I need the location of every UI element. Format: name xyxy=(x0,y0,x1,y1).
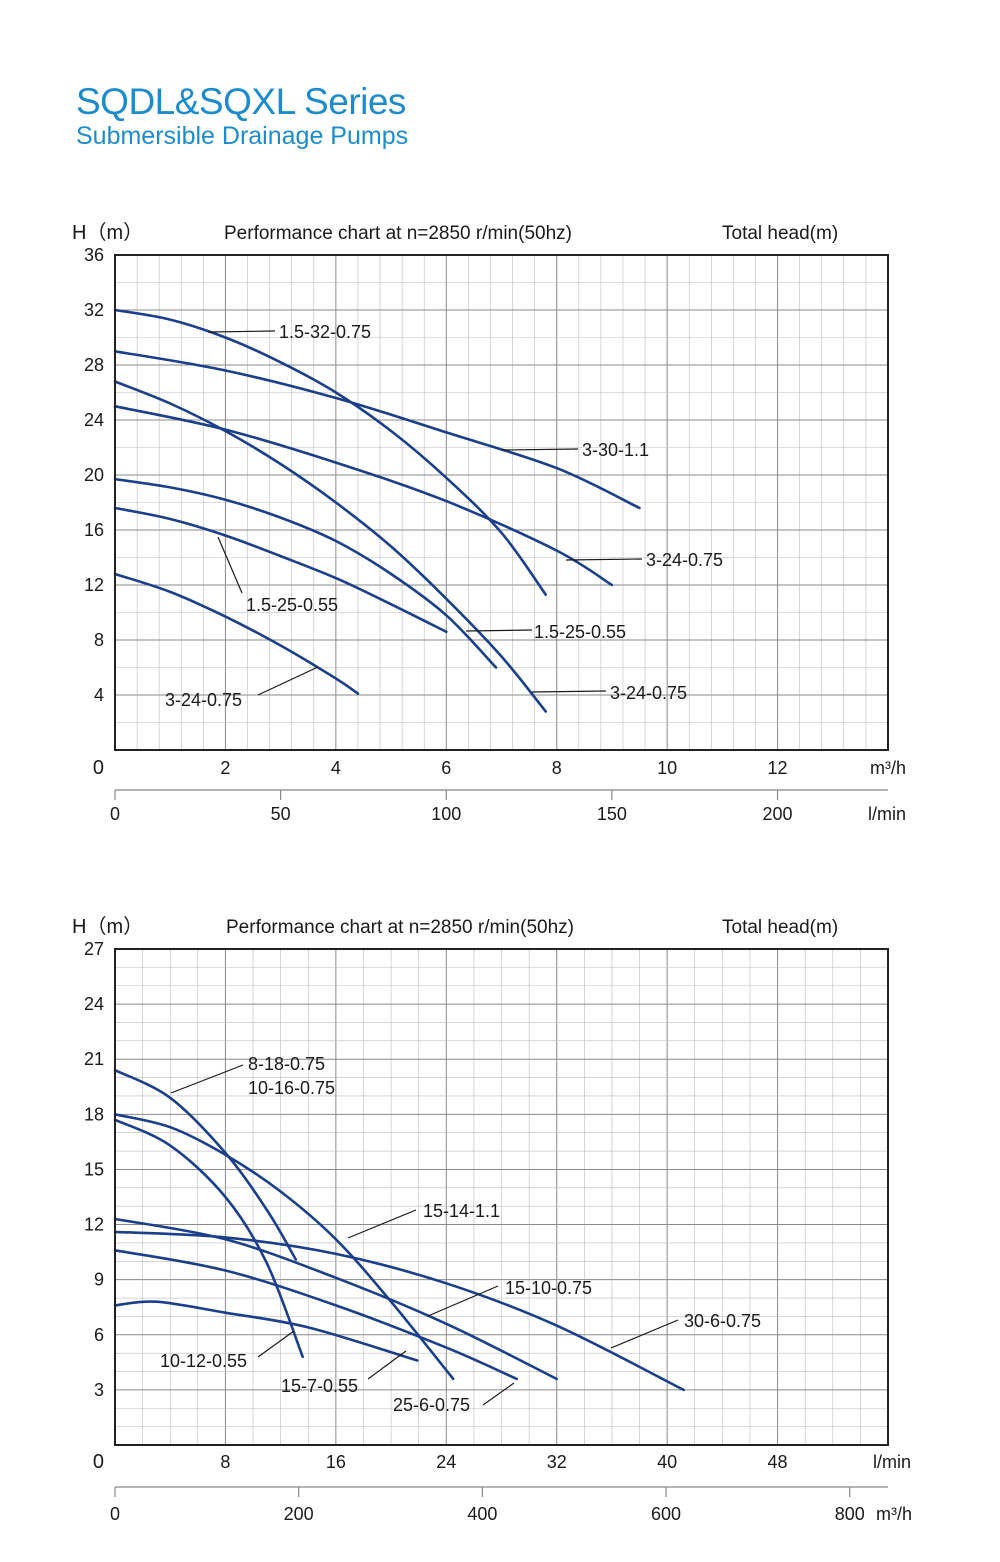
y-tick-label: 9 xyxy=(94,1270,104,1290)
x-tick-label: 24 xyxy=(436,1452,456,1472)
curve-label: 8-18-0.75 xyxy=(248,1054,325,1074)
x2-unit-label: l/min xyxy=(868,804,906,824)
series-line xyxy=(113,350,641,510)
x2-tick-label: 800 xyxy=(835,1504,865,1524)
y-tick-label: 6 xyxy=(94,1325,104,1345)
curve-label: 3-24-0.75 xyxy=(646,550,723,570)
x-tick-label: 6 xyxy=(441,758,451,778)
page-subtitle: Submersible Drainage Pumps xyxy=(76,122,409,150)
series-line xyxy=(113,380,547,713)
x2-tick-label: 600 xyxy=(651,1504,681,1524)
x2-tick-label: 200 xyxy=(763,804,793,824)
y-tick-label: 4 xyxy=(94,685,104,705)
chart-title: Performance chart at n=2850 r/min(50hz) xyxy=(224,223,572,244)
curve-label: 15-10-0.75 xyxy=(505,1278,592,1298)
series-line xyxy=(113,1230,685,1392)
curve-label: 15-14-1.1 xyxy=(423,1201,500,1221)
y-axis-label: H（m） xyxy=(72,221,143,244)
x2-tick-label: 100 xyxy=(431,804,461,824)
x-tick-label: 12 xyxy=(768,758,788,778)
x-tick-label: 16 xyxy=(326,1452,346,1472)
x-tick-label: 8 xyxy=(220,1452,230,1472)
page-title: SQDL&SQXL Series xyxy=(76,81,406,122)
performance-chart-2: 3 6 9 12 15 18 21 24 27 0 8 16 24 32 40 48 l/min 0 200 400 6… xyxy=(72,915,912,1524)
curve-label: 3-24-0.75 xyxy=(610,683,687,703)
y-tick-label: 21 xyxy=(84,1049,104,1069)
y-tick-label: 20 xyxy=(84,465,104,485)
y-tick-label: 27 xyxy=(84,939,104,959)
curve-label: 3-30-1.1 xyxy=(582,440,649,460)
x2-tick-label: 0 xyxy=(110,804,120,824)
x2-tick-label: 0 xyxy=(110,1504,120,1524)
series-line xyxy=(113,506,448,634)
curve-label: 1.5-25-0.55 xyxy=(534,622,626,642)
curve-label: 10-12-0.55 xyxy=(160,1351,247,1371)
series-line xyxy=(113,1217,558,1381)
x2-unit-label: m³/h xyxy=(876,1504,912,1524)
x2-tick-label: 200 xyxy=(284,1504,314,1524)
y-tick-label: 36 xyxy=(84,245,104,265)
y-tick-label: 12 xyxy=(84,575,104,595)
y-tick-label: 24 xyxy=(84,410,104,430)
y-tick-label: 18 xyxy=(84,1104,104,1124)
y-tick-label: 3 xyxy=(94,1380,104,1400)
curve-label: 30-6-0.75 xyxy=(684,1311,761,1331)
x-tick-label: 40 xyxy=(657,1452,677,1472)
series-line xyxy=(113,477,498,669)
y-tick-label: 12 xyxy=(84,1215,104,1235)
x-unit-label: l/min xyxy=(873,1452,911,1472)
x-tick-label: 10 xyxy=(657,758,677,778)
y-tick-label: 15 xyxy=(84,1159,104,1179)
origin-label: 0 xyxy=(93,1451,104,1473)
curve-label: 25-6-0.75 xyxy=(393,1395,470,1415)
series-line xyxy=(113,572,360,695)
series-line xyxy=(113,1118,304,1359)
chart-frame xyxy=(114,948,889,1446)
y-axis-label: H（m） xyxy=(72,915,143,938)
y-tick-label: 24 xyxy=(84,994,104,1014)
y-tick-label: 16 xyxy=(84,520,104,540)
y2-axis-label: Total head(m) xyxy=(722,223,838,244)
x-tick-label: 2 xyxy=(220,758,230,778)
y2-axis-label: Total head(m) xyxy=(722,917,838,938)
series-line xyxy=(113,308,547,596)
x-unit-label: m³/h xyxy=(870,758,906,778)
series-line xyxy=(113,1300,419,1362)
series-line xyxy=(113,1068,298,1261)
x2-tick-label: 400 xyxy=(467,1504,497,1524)
x-tick-label: 8 xyxy=(552,758,562,778)
curve-label: 10-16-0.75 xyxy=(248,1078,335,1098)
series-line xyxy=(113,1113,455,1381)
curve-label: 1.5-25-0.55 xyxy=(246,595,338,615)
x2-tick-label: 150 xyxy=(597,804,627,824)
series-line xyxy=(113,1249,518,1381)
origin-label: 0 xyxy=(93,757,104,779)
x-tick-label: 4 xyxy=(331,758,341,778)
x2-tick-label: 50 xyxy=(271,804,291,824)
x-tick-label: 48 xyxy=(768,1452,788,1472)
y-tick-label: 32 xyxy=(84,300,104,320)
chart-frame xyxy=(114,254,889,751)
curve-label: 3-24-0.75 xyxy=(165,690,242,710)
chart-title: Performance chart at n=2850 r/min(50hz) xyxy=(226,917,574,938)
curve-label: 1.5-32-0.75 xyxy=(279,322,371,342)
series-line xyxy=(113,405,614,587)
y-tick-label: 8 xyxy=(94,630,104,650)
y-tick-label: 28 xyxy=(84,355,104,375)
x-tick-label: 32 xyxy=(547,1452,567,1472)
curve-label: 15-7-0.55 xyxy=(281,1376,358,1396)
